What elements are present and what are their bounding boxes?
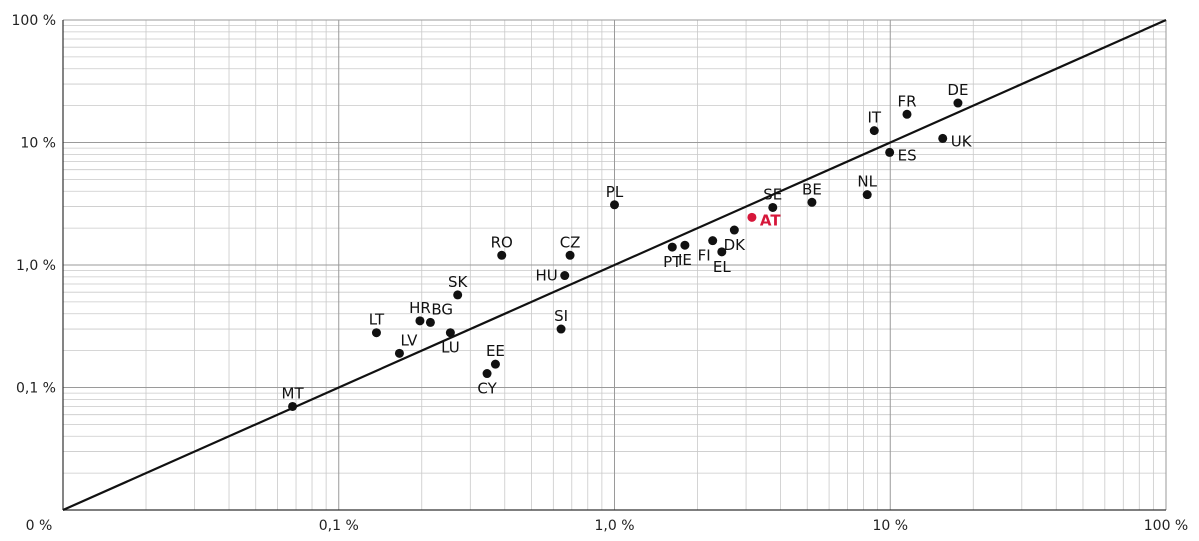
data-label-bg: BG	[431, 300, 453, 318]
x-tick-label: 10 %	[872, 518, 908, 534]
data-point-bg	[425, 317, 435, 327]
data-point-hr	[415, 316, 425, 326]
major-gridlines	[63, 19, 1167, 510]
data-point-at	[747, 212, 757, 222]
data-point-cz	[565, 250, 575, 260]
data-label-el: EL	[713, 258, 731, 276]
y-tick-label: 10 %	[20, 136, 56, 152]
data-label-pl: PL	[606, 183, 624, 201]
data-label-it: IT	[867, 109, 881, 127]
x-axis-ticks: 0 % 0,1 % 1,0 % 10 % 100 %	[26, 518, 1189, 534]
data-label-hr: HR	[409, 299, 431, 317]
data-point-cy	[482, 369, 492, 379]
data-point-lt	[371, 328, 381, 338]
data-point-el	[717, 247, 727, 257]
data-label-nl: NL	[857, 173, 877, 191]
data-label-es: ES	[898, 146, 917, 164]
data-point-es	[885, 147, 895, 157]
data-point-it	[869, 126, 879, 136]
data-label-uk: UK	[951, 132, 973, 150]
data-label-ro: RO	[491, 233, 513, 251]
data-label-cz: CZ	[560, 233, 581, 251]
data-label-hu: HU	[535, 267, 557, 285]
data-point-mt	[288, 401, 298, 411]
data-point-de	[953, 98, 963, 108]
data-label-lu: LU	[441, 339, 460, 357]
data-label-sk: SK	[448, 273, 469, 291]
data-point-pl	[610, 200, 619, 210]
x-tick-label: 1,0 %	[594, 518, 634, 534]
data-label-se: SE	[763, 185, 782, 203]
data-point-sk	[453, 290, 463, 300]
y-axis-ticks: 0,1 % 1,0 % 10 % 100 %	[12, 13, 56, 397]
x-tick-label: 0 %	[26, 518, 53, 534]
data-point-ie	[680, 240, 690, 250]
data-point-fr	[902, 109, 912, 119]
data-point-nl	[862, 190, 872, 200]
data-point-pt	[667, 242, 677, 252]
data-label-ie: IE	[678, 251, 692, 269]
data-label-ee: EE	[486, 342, 505, 360]
data-label-pt: PT	[663, 253, 682, 271]
reference-line	[62, 18, 1167, 512]
data-point-fi	[708, 236, 718, 246]
data-label-dk: DK	[724, 236, 747, 254]
data-label-lt: LT	[369, 311, 385, 329]
data-point-be	[807, 197, 817, 207]
data-label-lv: LV	[400, 331, 418, 349]
x-tick-label: 100 %	[1144, 518, 1188, 534]
x-tick-label: 0,1 %	[319, 518, 359, 534]
data-point-lu	[445, 328, 455, 338]
data-label-cy: CY	[477, 380, 497, 398]
data-label-de: DE	[947, 81, 968, 99]
identity-line	[62, 18, 1167, 512]
data-point-ro	[497, 250, 507, 260]
data-point-hu	[560, 271, 570, 281]
data-point-dk	[729, 225, 739, 235]
axes	[62, 20, 1166, 511]
data-point-si	[556, 324, 566, 334]
y-tick-label: 100 %	[12, 13, 56, 29]
data-label-mt: MT	[282, 384, 305, 402]
data-label-fr: FR	[897, 92, 916, 110]
data-label-at: AT	[760, 211, 781, 229]
data-label-be: BE	[802, 180, 822, 198]
data-point-uk	[938, 133, 948, 143]
data-point-lv	[394, 348, 404, 358]
data-point-se	[768, 202, 778, 212]
data-label-si: SI	[554, 307, 568, 325]
y-tick-label: 0,1 %	[16, 381, 56, 397]
data-label-fi: FI	[698, 247, 711, 265]
data-point-ee	[490, 359, 500, 369]
y-tick-label: 1,0 %	[16, 258, 56, 274]
